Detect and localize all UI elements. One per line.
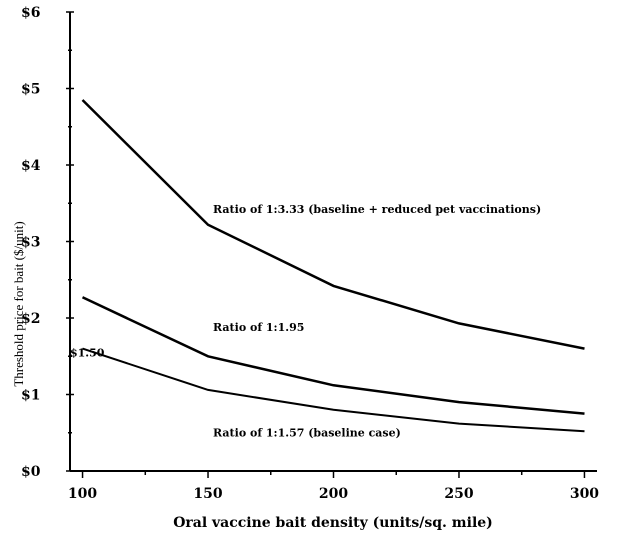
annotation-1: Ratio of 1:3.33 (baseline + reduced pet … bbox=[213, 203, 541, 216]
annotation-2: Ratio of 1:1.95 bbox=[213, 321, 304, 334]
y-axis-ticks: $0 $1 $2 $3 $4 $5 $6 bbox=[21, 5, 74, 480]
x-axis-ticks: 100 150 200 250 300 bbox=[68, 471, 599, 502]
chart-axes bbox=[69, 12, 597, 472]
annotation-4: $1.50 bbox=[70, 346, 105, 359]
x-tick-label: 250 bbox=[444, 486, 473, 502]
x-tick-label: 200 bbox=[319, 486, 348, 502]
y-tick-label: $4 bbox=[21, 158, 41, 174]
x-tick-label: 300 bbox=[570, 486, 599, 502]
series-lines bbox=[81, 99, 585, 433]
y-tick-label: $2 bbox=[21, 311, 40, 327]
y-tick-label: $6 bbox=[21, 5, 40, 21]
x-axis-title: Oral vaccine bait density (units/sq. mil… bbox=[173, 515, 493, 531]
y-tick-label: $0 bbox=[21, 464, 41, 480]
y-tick-label: $1 bbox=[21, 388, 40, 404]
annotations: Ratio of 1:3.33 (baseline + reduced pet … bbox=[70, 203, 541, 439]
series-line-2 bbox=[81, 296, 585, 415]
series-line-3 bbox=[82, 347, 585, 433]
series-line-1 bbox=[81, 99, 585, 350]
annotation-3: Ratio of 1:1.57 (baseline case) bbox=[213, 427, 401, 440]
y-tick-label: $5 bbox=[21, 82, 40, 98]
y-tick-label: $3 bbox=[21, 235, 40, 251]
x-tick-label: 150 bbox=[193, 486, 222, 502]
x-tick-label: 100 bbox=[68, 486, 97, 502]
y-axis-title: Threshold price for bait ($/unit) bbox=[11, 221, 26, 386]
